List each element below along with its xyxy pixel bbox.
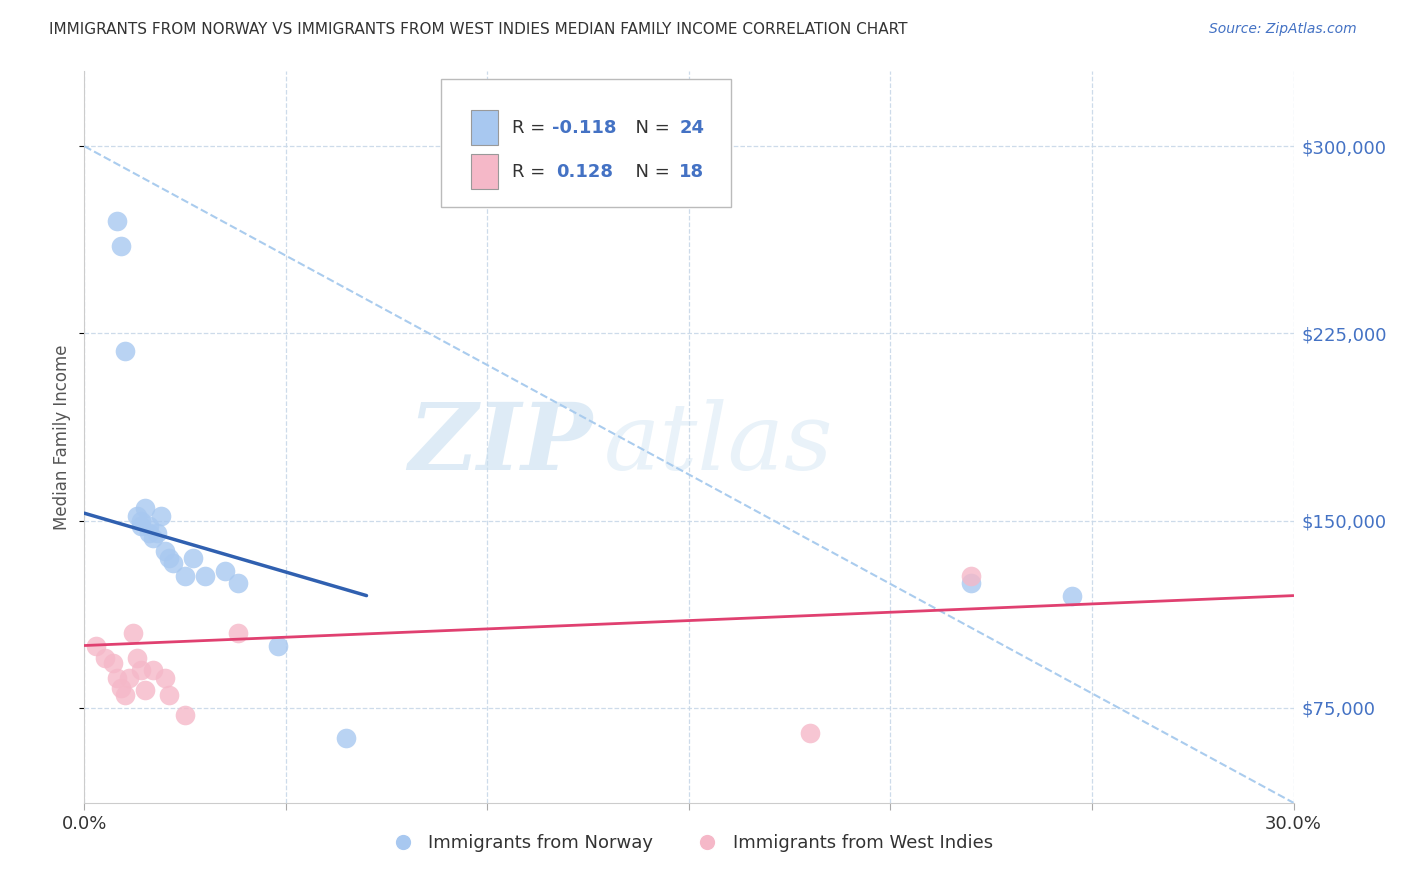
Point — [226, 626, 249, 640]
Point — [146, 526, 169, 541]
Point — [134, 501, 156, 516]
Text: R =: R = — [512, 119, 551, 136]
Point — [114, 343, 136, 358]
Point — [105, 671, 128, 685]
Point — [267, 639, 290, 653]
Point — [134, 683, 156, 698]
Text: ZIP: ZIP — [408, 400, 592, 490]
Point — [194, 568, 217, 582]
Point — [799, 726, 821, 740]
Point — [153, 543, 176, 558]
Text: N =: N = — [624, 162, 675, 180]
Text: N =: N = — [624, 119, 675, 136]
Point — [142, 664, 165, 678]
Point — [101, 656, 124, 670]
Point — [93, 651, 115, 665]
Text: IMMIGRANTS FROM NORWAY VS IMMIGRANTS FROM WEST INDIES MEDIAN FAMILY INCOME CORRE: IMMIGRANTS FROM NORWAY VS IMMIGRANTS FRO… — [49, 22, 908, 37]
FancyBboxPatch shape — [471, 110, 498, 145]
Legend: Immigrants from Norway, Immigrants from West Indies: Immigrants from Norway, Immigrants from … — [378, 827, 1000, 860]
Point — [110, 681, 132, 695]
FancyBboxPatch shape — [441, 78, 731, 207]
Point — [1060, 589, 1083, 603]
Text: Source: ZipAtlas.com: Source: ZipAtlas.com — [1209, 22, 1357, 37]
Text: atlas: atlas — [605, 400, 834, 490]
Point — [129, 518, 152, 533]
Point — [153, 671, 176, 685]
Text: -0.118: -0.118 — [553, 119, 617, 136]
Point — [118, 671, 141, 685]
Point — [129, 664, 152, 678]
Text: 24: 24 — [679, 119, 704, 136]
Text: R =: R = — [512, 162, 557, 180]
Point — [138, 518, 160, 533]
Point — [142, 531, 165, 545]
Point — [174, 568, 197, 582]
Point — [121, 626, 143, 640]
Point — [105, 214, 128, 228]
Point — [138, 526, 160, 541]
Point — [181, 551, 204, 566]
Point — [960, 576, 983, 591]
Text: 0.128: 0.128 — [555, 162, 613, 180]
Point — [226, 576, 249, 591]
Point — [157, 551, 180, 566]
Text: 18: 18 — [679, 162, 704, 180]
Point — [174, 708, 197, 723]
Y-axis label: Median Family Income: Median Family Income — [53, 344, 72, 530]
Point — [125, 651, 148, 665]
Point — [129, 514, 152, 528]
Point — [157, 689, 180, 703]
FancyBboxPatch shape — [471, 154, 498, 189]
Point — [125, 508, 148, 523]
Point — [214, 564, 236, 578]
Point — [162, 556, 184, 570]
Point — [335, 731, 357, 745]
Point — [114, 689, 136, 703]
Point — [86, 639, 108, 653]
Point — [149, 508, 172, 523]
Point — [110, 239, 132, 253]
Point — [960, 568, 983, 582]
